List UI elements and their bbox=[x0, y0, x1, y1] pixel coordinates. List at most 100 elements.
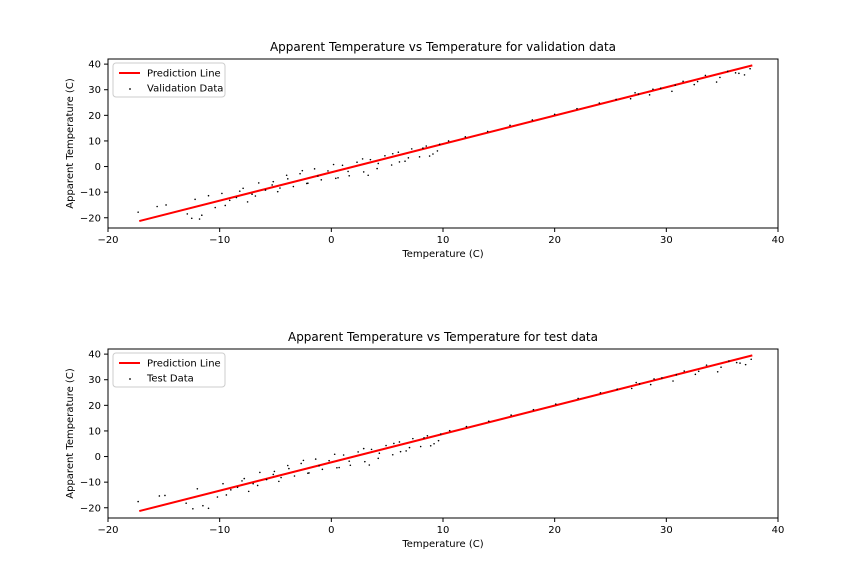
data-point bbox=[185, 502, 187, 504]
data-point bbox=[384, 154, 386, 157]
data-point bbox=[652, 88, 654, 91]
y-tick-label: 20 bbox=[88, 111, 101, 122]
y-axis-label: Apparent Temperature (C) bbox=[65, 368, 76, 499]
data-point bbox=[437, 439, 440, 442]
data-point bbox=[675, 374, 678, 376]
data-point bbox=[697, 370, 700, 373]
x-tick-label: 20 bbox=[548, 235, 561, 246]
data-point bbox=[682, 80, 684, 83]
data-point bbox=[332, 163, 335, 166]
data-point bbox=[726, 70, 729, 73]
x-tick-label: −10 bbox=[209, 525, 230, 536]
y-tick-label: −10 bbox=[80, 188, 101, 199]
data-point bbox=[364, 460, 366, 463]
data-point bbox=[305, 182, 308, 185]
data-point bbox=[301, 169, 304, 172]
data-point bbox=[433, 442, 435, 445]
data-point bbox=[510, 414, 512, 416]
data-point bbox=[321, 468, 324, 471]
data-point bbox=[436, 150, 439, 152]
data-point bbox=[391, 152, 394, 155]
x-tick-label: 30 bbox=[660, 235, 673, 246]
data-point bbox=[598, 102, 601, 104]
data-point bbox=[750, 358, 752, 361]
data-point bbox=[672, 380, 674, 382]
data-point bbox=[367, 174, 369, 177]
data-point bbox=[425, 145, 428, 147]
data-point bbox=[635, 381, 637, 384]
data-point bbox=[328, 459, 330, 462]
data-point bbox=[448, 429, 451, 432]
data-point bbox=[293, 475, 296, 477]
legend-box bbox=[112, 352, 226, 388]
y-tick-label: −20 bbox=[80, 503, 101, 514]
data-point bbox=[156, 205, 158, 208]
data-point bbox=[247, 490, 250, 493]
data-point bbox=[405, 450, 407, 452]
data-point bbox=[252, 482, 254, 485]
data-point bbox=[137, 211, 139, 213]
data-point bbox=[285, 174, 288, 177]
data-point bbox=[407, 157, 410, 159]
x-tick-label: 30 bbox=[660, 525, 673, 536]
data-point bbox=[342, 454, 345, 456]
data-point bbox=[429, 444, 432, 447]
data-point bbox=[317, 175, 319, 177]
data-point bbox=[419, 445, 422, 448]
data-point bbox=[378, 452, 381, 455]
y-tick-label: 20 bbox=[88, 401, 101, 412]
y-tick-label: 40 bbox=[88, 350, 101, 361]
data-point bbox=[271, 184, 273, 186]
data-point bbox=[720, 366, 722, 368]
data-point bbox=[393, 442, 395, 445]
data-point bbox=[465, 425, 468, 428]
data-point bbox=[397, 151, 400, 154]
data-point bbox=[320, 179, 323, 181]
data-point bbox=[362, 447, 365, 450]
data-point bbox=[196, 488, 199, 490]
data-point bbox=[137, 500, 139, 503]
data-point bbox=[599, 391, 602, 394]
prediction-line bbox=[139, 64, 753, 223]
data-point bbox=[728, 360, 730, 362]
data-point bbox=[348, 174, 351, 177]
data-point bbox=[349, 464, 352, 467]
chart-title: Apparent Temperature vs Temperature for … bbox=[270, 40, 616, 54]
data-point bbox=[577, 397, 579, 400]
data-point bbox=[734, 72, 737, 74]
data-point bbox=[357, 451, 359, 453]
data-point bbox=[368, 464, 371, 466]
legend-entry-label: Validation Data bbox=[147, 84, 223, 95]
data-point bbox=[292, 185, 295, 188]
data-point bbox=[300, 462, 302, 465]
data-point bbox=[412, 437, 414, 440]
data-point bbox=[671, 90, 673, 93]
y-tick-label: 10 bbox=[88, 426, 101, 437]
data-point bbox=[391, 453, 394, 456]
data-point bbox=[216, 496, 219, 498]
data-point bbox=[164, 494, 166, 497]
data-point bbox=[428, 155, 431, 157]
data-point bbox=[422, 147, 424, 149]
y-axis-label: Apparent Temperature (C) bbox=[65, 78, 76, 209]
x-tick-label: 10 bbox=[437, 235, 450, 246]
data-point bbox=[447, 140, 450, 142]
data-point bbox=[314, 458, 317, 460]
data-point bbox=[246, 201, 249, 203]
data-point bbox=[615, 98, 617, 101]
data-point bbox=[743, 74, 746, 76]
data-point bbox=[426, 435, 429, 437]
data-point bbox=[302, 459, 305, 462]
data-point bbox=[486, 130, 489, 133]
data-point bbox=[318, 464, 320, 467]
data-point bbox=[509, 124, 511, 127]
data-point bbox=[299, 172, 301, 175]
data-point bbox=[738, 72, 740, 75]
legend-marker-swatch bbox=[129, 88, 131, 90]
data-point bbox=[385, 444, 387, 447]
data-point bbox=[207, 194, 210, 197]
data-point bbox=[279, 187, 281, 189]
x-tick-label: 10 bbox=[437, 525, 450, 536]
data-point bbox=[221, 192, 223, 195]
data-point bbox=[531, 119, 534, 121]
